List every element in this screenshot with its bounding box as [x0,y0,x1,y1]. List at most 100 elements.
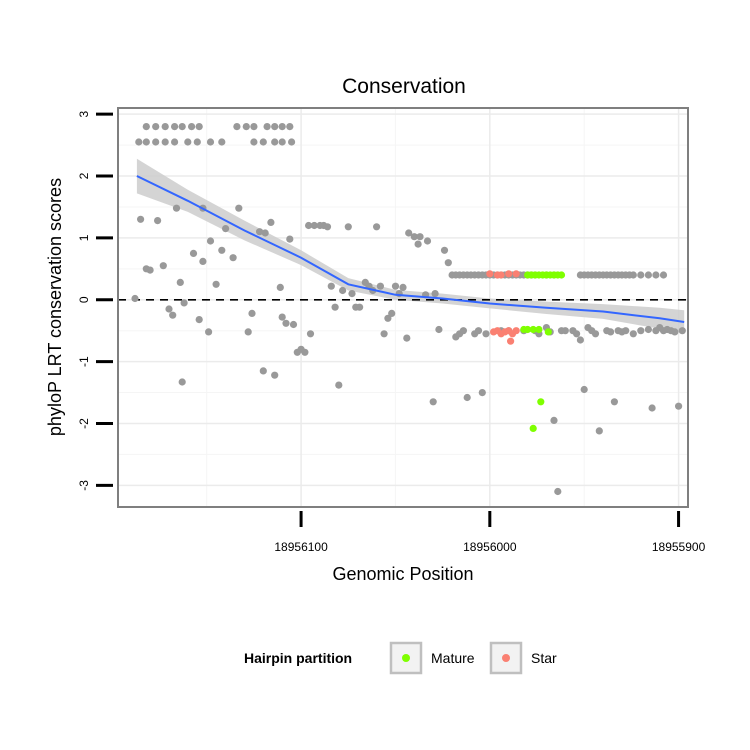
confidence-band [136,158,685,334]
point-other [178,123,186,131]
y-tick-label: 1 [77,234,91,241]
point-other [444,259,452,267]
point-other [607,328,615,336]
point-other [135,138,143,146]
point-other [142,123,150,131]
point-other [259,138,267,146]
point-mature [537,398,545,406]
point-other [195,316,203,324]
point-other [327,282,335,290]
point-other [276,283,284,291]
point-other [652,271,660,279]
point-other [482,330,490,338]
point-other [267,218,275,226]
series-mature [520,271,566,432]
y-tick-label: -1 [77,356,91,367]
point-other [675,402,683,410]
point-other [610,398,619,406]
point-star [512,270,520,278]
x-axis: 18956100 18956000 18955900 [274,511,706,554]
point-other [678,327,686,335]
point-other [306,330,315,338]
point-other [576,336,585,344]
point-other [154,217,162,225]
point-other [463,393,471,402]
point-other [278,138,286,146]
point-other [233,123,241,131]
point-other [152,138,160,146]
point-mature [529,424,537,432]
point-other [206,138,215,146]
legend-swatch-star [502,654,510,662]
point-other [629,271,637,279]
point-other [376,282,384,290]
point-other [189,249,198,257]
point-other [459,327,467,335]
point-other [637,327,645,335]
point-other [644,325,653,334]
point-other [146,266,154,274]
point-other [205,328,213,336]
point-other [474,327,483,335]
point-other [256,228,264,236]
point-other [271,371,279,379]
point-other [229,254,237,262]
point-other [271,138,279,146]
point-other [289,320,298,329]
y-tick-label: 2 [77,172,91,179]
smooth-curve [136,175,685,323]
y-tick-label: 3 [77,111,91,118]
point-other [286,123,294,131]
point-other [356,303,364,311]
point-other [250,138,258,146]
point-other [478,389,486,397]
point-other [161,138,169,146]
point-other [178,378,186,386]
point-other [212,280,220,288]
point-mature [535,325,543,334]
point-other [171,138,179,146]
point-other [344,223,352,231]
point-mature [524,325,532,334]
point-other [193,138,201,146]
point-other [391,282,400,290]
point-other [573,330,581,338]
point-other [671,328,679,336]
point-other [278,313,286,321]
legend-key-mature [389,641,423,675]
y-tick-label: -2 [77,418,91,429]
point-other [301,348,309,356]
point-mature [544,328,552,336]
point-other [373,223,381,231]
point-other [339,286,347,295]
point-other [440,246,449,254]
point-other [218,246,226,254]
smooth-confidence-band [136,158,685,334]
y-axis-title: phyloP LRT conservation scores [45,178,65,436]
point-star [512,327,520,335]
legend-label-mature: Mature [431,650,475,666]
point-other [405,229,413,237]
point-other [431,290,439,298]
y-tick-label: -3 [77,480,91,491]
point-other [561,327,569,335]
point-other [159,262,167,270]
point-other [380,330,388,338]
data-points [131,123,686,496]
point-other [550,416,558,424]
point-other [429,398,437,406]
point-other [644,271,653,279]
point-other [169,311,177,319]
point-star [497,271,505,279]
point-other [435,325,443,334]
point-other [591,330,600,338]
point-other [323,223,332,231]
point-other [161,123,169,131]
point-other [248,309,256,317]
point-other [259,367,267,375]
point-star [507,337,515,345]
point-other [305,221,313,230]
point-other [199,257,207,265]
point-other [195,123,203,131]
point-mature [529,325,537,334]
